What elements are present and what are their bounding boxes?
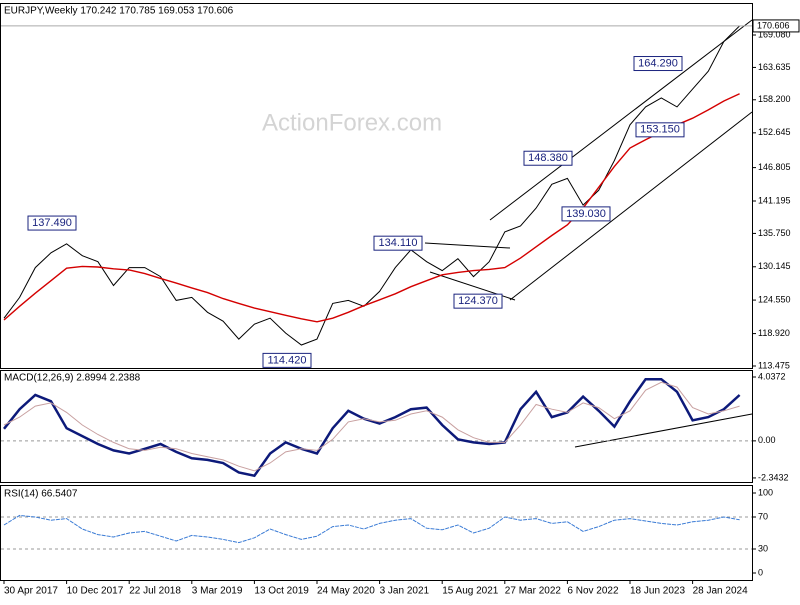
- x-tick-label: 24 May 2020: [317, 586, 375, 597]
- macd-frame: [0, 370, 753, 483]
- annotation-label: 124.370: [458, 295, 498, 307]
- trend-lines: [424, 19, 753, 448]
- series-line: [3, 514, 740, 544]
- price-frame: [0, 3, 753, 369]
- y-tick-label: 158.200: [758, 94, 791, 104]
- y-tick-label: 135.750: [758, 228, 791, 238]
- y-tick-label: 169.080: [758, 29, 791, 39]
- y-tick-label: 163.635: [758, 62, 791, 72]
- annotation-box: [561, 206, 611, 222]
- y-tick-label: 113.475: [758, 360, 790, 370]
- y-tick-label: 30: [758, 543, 768, 553]
- y-tick-label: -2.3432: [758, 472, 789, 482]
- annotation-label: 114.420: [268, 354, 307, 366]
- macd-support: [574, 413, 753, 448]
- series-line: [3, 377, 741, 478]
- annotation-label: 153.150: [640, 124, 680, 136]
- annotation-box: [633, 56, 683, 72]
- annotation-label: 139.030: [566, 208, 606, 220]
- y-tick-label: 100: [758, 487, 773, 497]
- x-tick-label: 3 Jan 2021: [380, 586, 430, 597]
- annotation-label: 137.490: [32, 217, 72, 229]
- series-line: [3, 381, 740, 472]
- y-tick-label: 0.00: [758, 435, 776, 445]
- y-tick-label: 152.645: [758, 127, 791, 137]
- x-tick-label: 6 Nov 2022: [567, 586, 619, 597]
- channel-lower: [509, 111, 753, 301]
- y-tick-label: 141.195: [758, 195, 791, 205]
- current-price-tag: [752, 19, 800, 33]
- macd-title: MACD(12,26,9) 2.8994 2.2388: [4, 373, 141, 384]
- x-tick-label: 10 Dec 2017: [67, 586, 124, 597]
- rsi-title: RSI(14) 66.5407: [4, 489, 78, 500]
- channel-upper: [489, 19, 753, 221]
- y-tick-label: 4.0372: [758, 371, 786, 381]
- annotation-box: [262, 352, 312, 368]
- x-tick-label: 22 Jul 2018: [129, 586, 181, 597]
- annotation-label: 148.380: [528, 152, 568, 164]
- current-price-label: 170.606: [757, 20, 790, 30]
- x-tick-label: 3 Mar 2019: [192, 586, 243, 597]
- watermark: ActionForex.com: [262, 109, 442, 136]
- y-tick-label: 0: [758, 567, 763, 577]
- x-tick-label: 30 Apr 2017: [4, 586, 58, 597]
- rsi-frame: [0, 485, 753, 581]
- chart-title: EURJPY,Weekly 170.242 170.785 169.053 17…: [4, 6, 234, 17]
- y-tick-label: 70: [758, 511, 768, 521]
- annotation-box: [635, 122, 685, 138]
- annotation-label: 134.110: [379, 237, 418, 249]
- series-line: [3, 25, 740, 346]
- annotation-box: [523, 150, 573, 166]
- y-tick-label: 124.550: [758, 294, 791, 304]
- y-tick-label: 118.920: [758, 328, 790, 338]
- x-tick-label: 13 Oct 2019: [254, 586, 309, 597]
- annotation-label: 164.290: [638, 57, 678, 69]
- x-tick-label: 15 Aug 2021: [442, 586, 499, 597]
- frame: [0, 3, 753, 581]
- annotation-box: [453, 293, 503, 309]
- x-tick-label: 18 Jun 2023: [630, 586, 685, 597]
- x-tick-label: 27 Mar 2022: [505, 586, 562, 597]
- triangle-upper: [424, 242, 511, 249]
- y-tick-label: 146.805: [758, 162, 791, 172]
- annotation-box: [27, 215, 77, 231]
- annotation-box: [373, 235, 423, 251]
- series-line: [3, 93, 740, 323]
- x-tick-label: 28 Jan 2024: [693, 586, 748, 597]
- y-tick-label: 130.145: [758, 261, 791, 271]
